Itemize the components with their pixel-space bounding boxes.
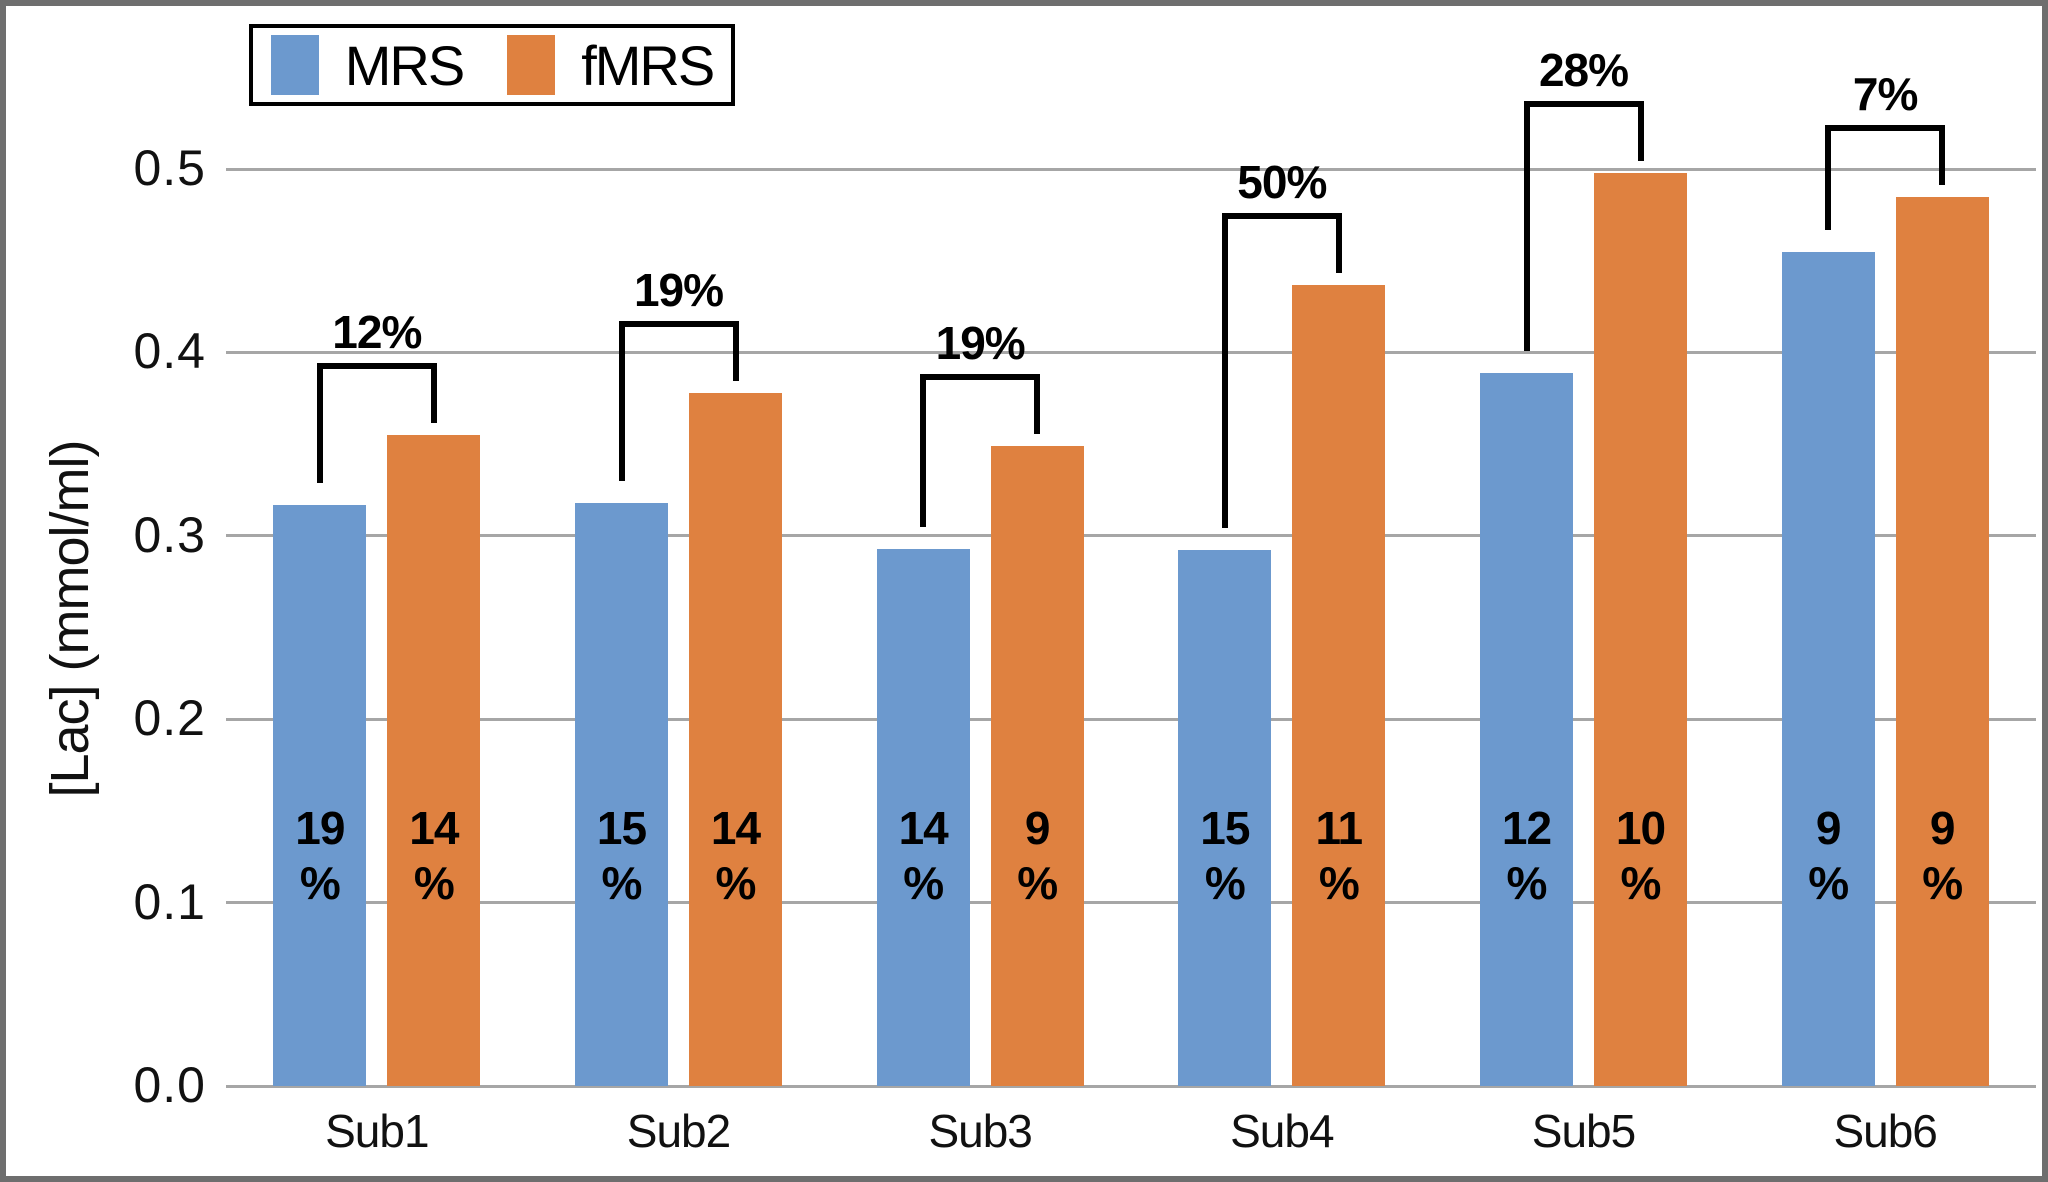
bar-mrs-sub2	[575, 502, 668, 1086]
mrs-swatch-icon	[270, 35, 319, 95]
y-tick-label: 0.4	[133, 323, 206, 380]
bar-label-mrs-sub3: 14 %	[898, 802, 949, 909]
bracket-left-vertical	[920, 373, 927, 527]
bracket-left-vertical	[1221, 212, 1228, 529]
bar-label-mrs-sub4: 15 %	[1200, 802, 1250, 909]
legend: MRS fMRS	[249, 24, 735, 106]
bracket-right-vertical	[430, 362, 437, 423]
bracket-horizontal	[618, 320, 739, 327]
bar-label-fmrs-sub2: 14 %	[710, 802, 761, 909]
diff-label-sub2: 19%	[633, 263, 724, 316]
bracket-right-vertical	[1034, 373, 1041, 434]
bracket-left-vertical	[618, 320, 625, 481]
x-tick-label-sub1: Sub1	[325, 1105, 429, 1157]
gridline	[226, 350, 2036, 354]
bracket-right-vertical	[1939, 124, 1946, 185]
y-tick-label: 0.0	[133, 1057, 206, 1113]
bracket-left-vertical	[1825, 124, 1832, 230]
y-tick-label: 0.1	[133, 873, 206, 930]
fmrs-swatch-icon	[507, 35, 556, 95]
bar-mrs-sub1	[273, 504, 367, 1086]
diff-label-sub1: 12%	[332, 305, 422, 358]
gridline	[226, 534, 2036, 538]
bar-fmrs-sub4	[1292, 284, 1386, 1086]
bar-label-mrs-sub1: 19 %	[295, 802, 345, 909]
bar-label-fmrs-sub3: 9 %	[1017, 802, 1058, 909]
x-tick-label-sub3: Sub3	[928, 1105, 1032, 1157]
gridline	[226, 901, 2036, 905]
x-tick-label-sub2: Sub2	[626, 1105, 731, 1157]
bar-label-fmrs-sub1: 14 %	[409, 802, 459, 909]
legend-label-mrs: MRS	[344, 33, 465, 97]
bar-label-mrs-sub6: 9 %	[1808, 802, 1849, 909]
bar-label-mrs-sub2: 15 %	[596, 802, 647, 909]
x-tick-label-sub4: Sub4	[1230, 1105, 1334, 1157]
bar-fmrs-sub6	[1895, 196, 1989, 1086]
bar-label-mrs-sub5: 12 %	[1501, 802, 1552, 909]
y-tick-label: 0.2	[133, 690, 206, 747]
y-tick-label: 0.3	[133, 506, 206, 563]
bar-mrs-sub5	[1480, 372, 1573, 1086]
bar-label-fmrs-sub5: 10 %	[1615, 802, 1666, 909]
bracket-left-vertical	[316, 362, 323, 483]
legend-item-fmrs: fMRS	[507, 33, 715, 98]
gridline	[226, 717, 2036, 721]
bracket-horizontal	[920, 373, 1041, 380]
bar-fmrs-sub5	[1594, 172, 1687, 1086]
bar-mrs-sub3	[876, 548, 970, 1086]
bar-label-fmrs-sub4: 11 %	[1315, 802, 1364, 909]
x-tick-label-sub5: Sub5	[1531, 1105, 1636, 1157]
plot-area: 0.0 0.1 0.2 0.3 0.4 0.5 19 % 14 % 12% Sub1 15 % 14 …	[6, 6, 2042, 1176]
bar-mrs-sub4	[1178, 550, 1272, 1086]
bracket-right-vertical	[732, 320, 739, 381]
legend-label-fmrs: fMRS	[581, 33, 715, 97]
diff-label-sub6: 7%	[1852, 67, 1918, 120]
x-tick-label-sub6: Sub6	[1833, 1105, 1937, 1157]
gridline	[226, 167, 2036, 171]
diff-label-sub4: 50%	[1237, 155, 1327, 208]
diff-label-sub3: 19%	[935, 316, 1026, 369]
bar-fmrs-sub2	[689, 392, 782, 1086]
bar-label-fmrs-sub6: 9 %	[1922, 802, 1963, 909]
bar-mrs-sub6	[1781, 251, 1875, 1086]
bracket-horizontal	[316, 362, 437, 369]
bar-fmrs-sub1	[387, 434, 481, 1086]
diff-label-sub5: 28%	[1538, 43, 1629, 96]
bracket-horizontal	[1825, 124, 1946, 131]
bracket-right-vertical	[1335, 212, 1342, 273]
y-tick-label: 0.5	[133, 140, 206, 196]
bracket-horizontal	[1221, 212, 1342, 219]
bracket-right-vertical	[1637, 100, 1644, 161]
gridline	[226, 1084, 2036, 1088]
bracket-horizontal	[1523, 100, 1644, 107]
bracket-left-vertical	[1523, 100, 1530, 351]
bar-fmrs-sub3	[990, 445, 1084, 1086]
legend-item-mrs: MRS	[270, 33, 465, 98]
